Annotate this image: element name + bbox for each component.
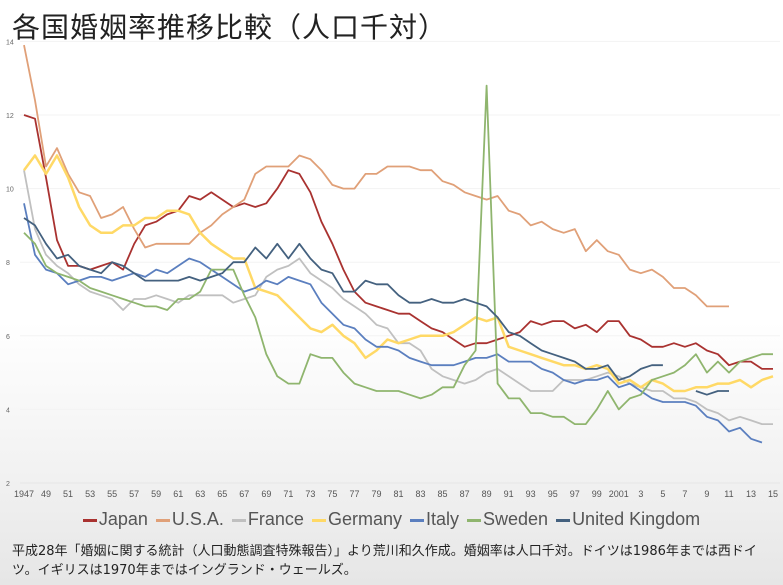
x-tick-label: 83 (416, 489, 426, 499)
legend-label: United Kingdom (572, 509, 701, 529)
x-tick-label: 65 (217, 489, 227, 499)
y-tick-label: 2 (6, 481, 10, 488)
x-tick-label: 87 (460, 489, 470, 499)
x-tick-label: 89 (482, 489, 492, 499)
x-tick-label: 63 (195, 489, 205, 499)
x-tick-label: 11 (724, 489, 733, 499)
series-line-japan (23, 114, 773, 370)
legend-item-italy: Italy (409, 509, 459, 530)
legend-item-germany: Germany (311, 509, 402, 530)
legend-item-u-s-a-: U.S.A. (155, 509, 224, 530)
x-tick-label: 91 (504, 489, 514, 499)
legend-item-sweden: Sweden (467, 509, 548, 530)
legend-swatch-icon (155, 518, 170, 522)
legend-swatch-icon (467, 518, 481, 522)
x-tick-label: 75 (327, 489, 337, 499)
series-line-u-s-a- (23, 44, 729, 308)
x-tick-label: 71 (283, 489, 293, 499)
x-tick-label: 5 (660, 489, 665, 499)
x-tick-label: 97 (570, 489, 580, 499)
x-tick-label: 3 (638, 489, 643, 499)
x-tick-label: 13 (746, 489, 756, 499)
source-note: 平成28年「婚姻に関する統計（人口動態調査特殊報告）」より荒川和久作成。婚姻率は… (12, 544, 757, 578)
y-tick-label: 12 (6, 113, 14, 120)
legend-item-united-kingdom: United Kingdom (556, 509, 700, 530)
legend-swatch-icon (409, 518, 424, 522)
x-tick-label: 49 (41, 489, 51, 499)
legend-swatch-icon (82, 518, 97, 522)
gridlines (20, 40, 780, 484)
y-axis-ticks: 2 4 6 8 10 12 14 (6, 39, 14, 488)
x-tick-label: 53 (85, 489, 95, 499)
legend-swatch-icon (311, 518, 326, 522)
y-tick-label: 6 (6, 334, 10, 341)
series-line-united-kingdom (23, 217, 663, 381)
x-tick-label: 85 (438, 489, 448, 499)
legend-swatch-icon (231, 518, 246, 522)
x-tick-label: 59 (151, 489, 161, 499)
series-line-united-kingdom (695, 390, 729, 396)
x-tick-label: 81 (394, 489, 404, 499)
x-tick-label: 2001 (609, 489, 629, 499)
x-axis-ticks: 1947 49 51 53 55 57 59 61 63 65 67 69 71 73 75 77 79 81 83… (14, 489, 778, 499)
legend-label: France (247, 509, 304, 529)
x-tick-label: 57 (129, 489, 139, 499)
legend-label: Germany (327, 509, 402, 529)
x-tick-label: 15 (768, 489, 778, 499)
series-line-germany (22, 154, 774, 393)
x-tick-label: 69 (261, 489, 271, 499)
x-tick-label: 67 (239, 489, 249, 499)
x-tick-label: 73 (305, 489, 315, 499)
chart-title: 各国婚姻率推移比較（人口千対） (12, 11, 448, 44)
x-tick-label: 99 (592, 489, 602, 499)
x-tick-label: 61 (173, 489, 183, 499)
legend-label: Japan (98, 509, 148, 529)
legend-label: Italy (425, 509, 459, 529)
x-tick-label: 55 (107, 489, 117, 499)
y-tick-label: 14 (6, 39, 14, 46)
x-tick-label: 7 (682, 489, 687, 499)
x-tick-label: 93 (526, 489, 536, 499)
x-tick-label: 95 (548, 489, 558, 499)
x-tick-label: 51 (63, 489, 73, 499)
x-tick-label: 77 (349, 489, 359, 499)
series-line-sweden (23, 84, 773, 426)
x-tick-label: 9 (704, 489, 709, 499)
series-line-france (23, 170, 773, 426)
legend-item-japan: Japan (82, 509, 148, 530)
legend-swatch-icon (556, 518, 571, 522)
legend-item-france: France (231, 509, 304, 530)
legend-label: Sweden (483, 509, 549, 529)
series-line-italy (23, 203, 763, 444)
x-tick-label: 79 (371, 489, 381, 499)
series-lines (22, 44, 774, 444)
y-tick-label: 4 (6, 407, 10, 414)
y-tick-label: 10 (6, 187, 14, 194)
legend-label: U.S.A. (171, 509, 224, 529)
x-tick-label: 1947 (14, 489, 34, 499)
legend: Japan U.S.A. France Germany Italy Sweden Unite… (0, 509, 783, 530)
y-tick-label: 8 (6, 260, 10, 267)
